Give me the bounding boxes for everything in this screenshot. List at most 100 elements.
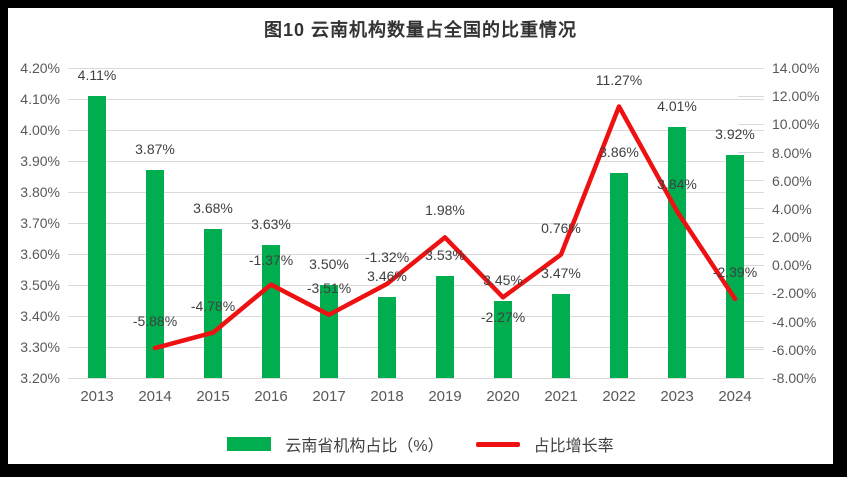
right-axis-tick-mark [738, 264, 764, 266]
left-axis-tick-label: 4.10% [20, 91, 60, 107]
x-axis-label: 2019 [428, 388, 462, 405]
gridline [68, 253, 764, 255]
x-axis-label: 2013 [80, 388, 114, 405]
left-axis-tick-label: 3.60% [20, 246, 60, 262]
bar [378, 297, 396, 378]
right-axis-tick-label: 14.00% [772, 60, 820, 76]
right-axis-tick-label: 0.00% [772, 257, 812, 274]
bar-value-label: 3.47% [541, 265, 581, 282]
legend: 云南省机构占比（%） 占比增长率 [8, 432, 833, 456]
gridline [68, 284, 764, 286]
right-axis-tick-mark [738, 236, 764, 238]
line-value-label: 1.98% [425, 202, 465, 219]
right-axis-tick-mark [738, 123, 764, 125]
right-axis-tick-label: -8.00% [772, 370, 817, 386]
bar-value-label: 3.53% [425, 246, 465, 263]
left-axis-tick-label: 3.90% [20, 153, 60, 169]
bar-value-label: 3.50% [309, 256, 349, 272]
bar [146, 170, 164, 378]
bar-value-label: 3.46% [367, 268, 407, 285]
x-axis-label: 2022 [602, 388, 636, 405]
right-axis-tick-label: 10.00% [772, 116, 820, 133]
x-axis-label: 2017 [312, 388, 346, 405]
bar [726, 154, 744, 378]
bar [88, 95, 106, 378]
legend-line-swatch [475, 441, 520, 447]
bar-value-label: 3.86% [599, 144, 639, 161]
bar-value-label: 3.92% [715, 125, 755, 142]
x-axis-label: 2020 [486, 388, 520, 405]
line-value-label: 3.84% [657, 176, 697, 193]
legend-line-label: 占比增长率 [533, 438, 614, 455]
bar-value-label: 3.63% [251, 215, 291, 232]
chart-title: 图10 云南机构数量占全国的比重情况 [263, 20, 578, 40]
x-axis-label: 2023 [660, 388, 694, 405]
gridline [68, 377, 764, 379]
bar-value-label: 3.45% [483, 271, 523, 288]
bar [610, 173, 628, 378]
gridline [68, 191, 764, 193]
bar-value-label: 3.87% [135, 141, 175, 158]
x-axis-label: 2016 [254, 388, 288, 405]
plot-area [68, 67, 764, 379]
left-axis-tick-label: 3.40% [20, 308, 60, 324]
bar-value-label: 3.68% [193, 200, 233, 217]
gridline [68, 67, 764, 69]
x-axis-label: 2014 [138, 388, 172, 405]
gridline [68, 129, 764, 131]
right-axis-tick-label: -2.00% [772, 285, 817, 302]
x-axis-label: 2015 [196, 388, 230, 405]
right-axis-tick-mark [738, 152, 764, 154]
right-axis-tick-label: 4.00% [772, 200, 812, 217]
right-axis-tick-label: 12.00% [772, 88, 820, 105]
line-series [152, 104, 738, 351]
line-value-label: -3.51% [306, 279, 352, 296]
line-value-label: 11.27% [595, 72, 643, 89]
line-value-label: -1.32% [364, 248, 410, 265]
right-axis-tick-mark [738, 180, 764, 182]
bar [320, 285, 338, 378]
left-axis-tick-label: 4.00% [20, 122, 60, 138]
bar [552, 294, 570, 378]
chart-surface: 图10 云南机构数量占全国的比重情况 云南省机构占比（%） 占比增长率 4.20… [8, 8, 833, 464]
line-value-label: -1.37% [248, 251, 294, 268]
right-axis-tick-label: 2.00% [772, 229, 812, 246]
left-axis-tick-label: 3.70% [20, 215, 60, 231]
right-axis-tick-mark [738, 349, 764, 351]
left-axis-tick-label: 4.20% [20, 60, 60, 76]
right-axis-tick-label: 8.00% [772, 144, 812, 161]
bar-value-label: 4.01% [657, 97, 697, 114]
right-axis-tick-label: -4.00% [772, 313, 817, 330]
x-axis-label: 2024 [718, 388, 752, 405]
bar [204, 229, 222, 378]
line-value-label: -5.88% [132, 313, 178, 330]
legend-bar-label: 云南省机构占比（%） [285, 438, 444, 455]
bar-value-label: 4.11% [77, 66, 117, 83]
gridline [68, 98, 764, 100]
left-axis-tick-label: 3.50% [20, 277, 60, 293]
bar [262, 244, 280, 378]
line-value-label: -2.27% [480, 309, 526, 326]
right-axis-tick-label: -6.00% [772, 341, 817, 358]
left-axis-tick-label: 3.20% [20, 370, 60, 386]
line-value-label: -4.78% [190, 297, 236, 314]
bar [668, 126, 686, 378]
x-axis-label: 2018 [370, 388, 404, 405]
bar [494, 300, 512, 378]
right-axis-tick-mark [738, 321, 764, 323]
x-axis-label: 2021 [544, 388, 578, 405]
gridline [68, 160, 764, 162]
gridline [68, 222, 764, 224]
bar [436, 275, 454, 378]
right-axis-tick-mark [738, 95, 764, 97]
left-axis-tick-label: 3.30% [20, 339, 60, 355]
right-axis-tick-mark [738, 292, 764, 294]
gridline [68, 315, 764, 317]
left-axis-tick-label: 3.80% [20, 184, 60, 200]
right-axis-tick-label: 6.00% [772, 172, 812, 189]
line-value-label: 0.76% [541, 219, 581, 236]
line-value-label: -2.39% [712, 263, 758, 280]
gridline [68, 346, 764, 348]
legend-bar-swatch [227, 437, 272, 451]
